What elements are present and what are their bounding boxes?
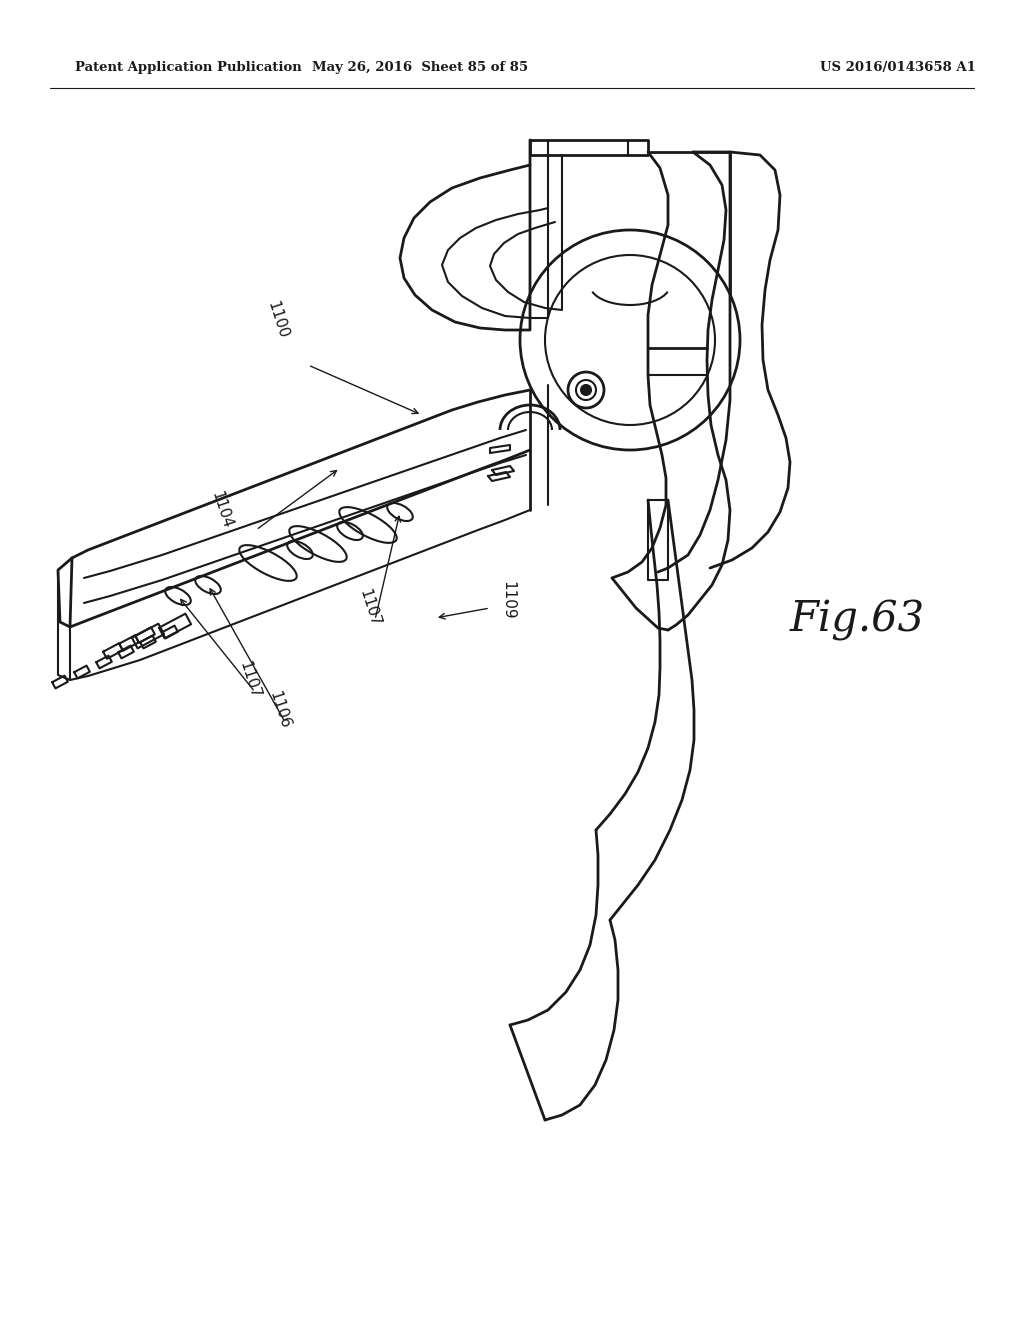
Text: 1107: 1107 bbox=[237, 660, 263, 701]
Circle shape bbox=[581, 385, 591, 395]
Text: 1104: 1104 bbox=[209, 490, 236, 531]
Text: 1100: 1100 bbox=[265, 300, 291, 341]
Text: Fig.63: Fig.63 bbox=[790, 599, 925, 642]
Text: May 26, 2016  Sheet 85 of 85: May 26, 2016 Sheet 85 of 85 bbox=[312, 62, 528, 74]
Text: 1106: 1106 bbox=[267, 689, 293, 731]
Text: US 2016/0143658 A1: US 2016/0143658 A1 bbox=[820, 62, 976, 74]
Text: Patent Application Publication: Patent Application Publication bbox=[75, 62, 302, 74]
Text: 1107: 1107 bbox=[357, 587, 383, 628]
Text: 1109: 1109 bbox=[501, 581, 515, 619]
